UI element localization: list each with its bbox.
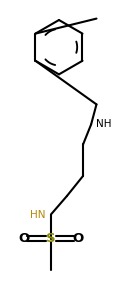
Text: O: O	[72, 232, 83, 245]
Text: NH: NH	[96, 120, 112, 129]
Text: O: O	[18, 232, 30, 245]
Text: HN: HN	[30, 210, 46, 219]
Text: S: S	[46, 232, 56, 245]
